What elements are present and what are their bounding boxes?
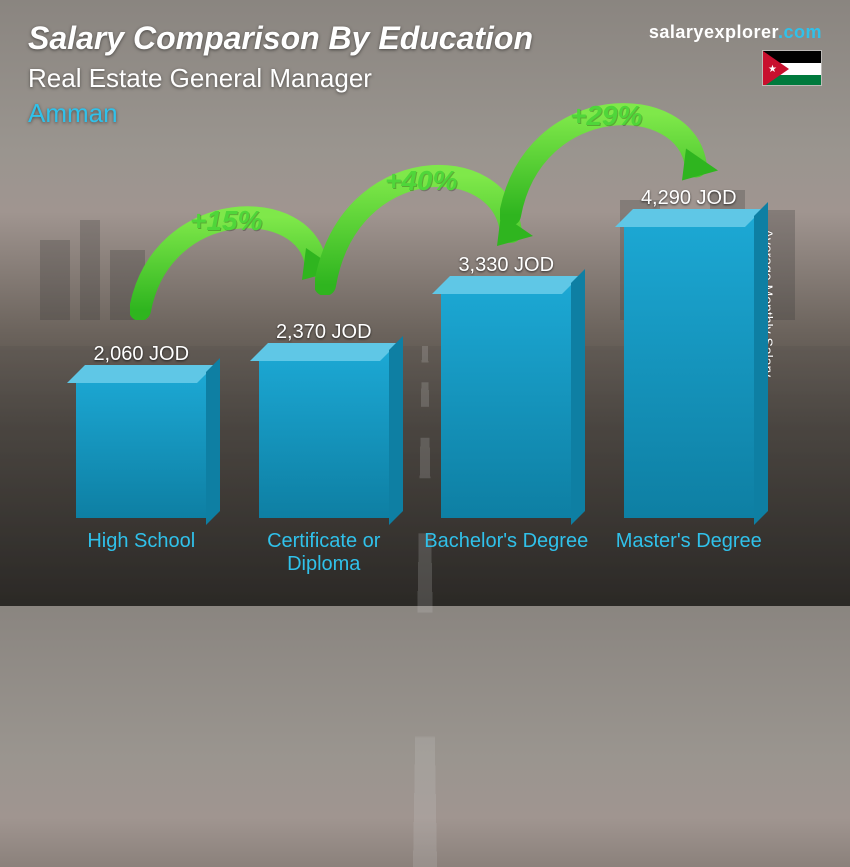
bar-master-s-degree: 4,290 JOD Master's Degree: [604, 187, 774, 578]
bar-shape: [259, 352, 389, 518]
bar-value-label: 4,290 JOD: [641, 187, 737, 210]
brand-name: salaryexplorer: [649, 22, 778, 42]
bar-certificate-or-diploma: 2,370 JOD Certificate or Diploma: [239, 321, 409, 578]
bar-category-label: Bachelor's Degree: [424, 530, 588, 578]
flag-jordan: ★: [762, 50, 822, 86]
bar-category-label: Master's Degree: [616, 530, 762, 578]
chart-title: Salary Comparison By Education: [28, 20, 533, 57]
bar-chart: 2,060 JOD High School 2,370 JOD Certific…: [50, 160, 780, 578]
bar-value-label: 2,370 JOD: [276, 321, 372, 344]
bar-shape: [76, 374, 206, 518]
brand-logo: salaryexplorer.com: [649, 22, 822, 43]
bar-category-label: High School: [87, 530, 195, 578]
bar-shape: [441, 285, 571, 518]
bar-value-label: 3,330 JOD: [458, 254, 554, 277]
chart-subtitle: Real Estate General Manager: [28, 63, 533, 94]
bar-shape: [624, 218, 754, 518]
bar-category-label: Certificate or Diploma: [239, 530, 409, 578]
bar-value-label: 2,060 JOD: [93, 343, 189, 366]
bar-high-school: 2,060 JOD High School: [56, 343, 226, 578]
brand-tld: .com: [778, 22, 822, 42]
increase-percent-label: +40%: [385, 165, 457, 197]
bar-bachelor-s-degree: 3,330 JOD Bachelor's Degree: [421, 254, 591, 578]
increase-percent-label: +29%: [570, 100, 642, 132]
header: Salary Comparison By Education Real Esta…: [28, 20, 533, 129]
flag-star-icon: ★: [768, 64, 777, 75]
increase-percent-label: +15%: [190, 205, 262, 237]
chart-location: Amman: [28, 98, 533, 129]
